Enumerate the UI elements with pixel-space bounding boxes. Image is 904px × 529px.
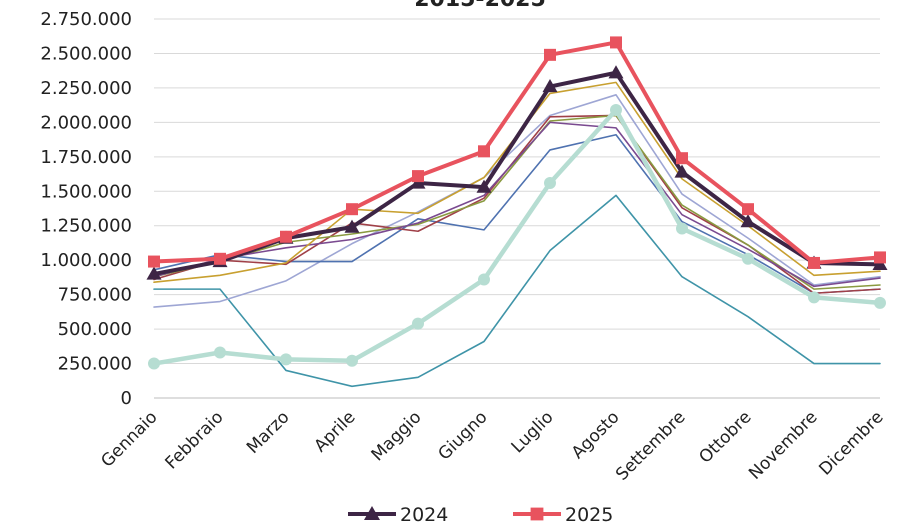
- data-point-marker: [740, 214, 756, 228]
- data-point-marker: [346, 203, 358, 216]
- data-point-marker: [608, 65, 624, 79]
- y-tick-label: 2.000.000: [40, 112, 132, 133]
- data-point-marker: [544, 177, 556, 190]
- data-point-marker: [874, 296, 886, 309]
- x-tick-label: Novembre: [745, 407, 821, 483]
- data-point-marker: [676, 152, 688, 165]
- y-tick-label: 0: [121, 388, 132, 409]
- data-point-marker: [148, 255, 160, 268]
- data-point-marker: [610, 103, 622, 116]
- data-point-marker: [808, 256, 820, 269]
- y-tick-label: 1.000.000: [40, 250, 132, 271]
- x-tick-label: Ottobre: [695, 407, 755, 467]
- data-point-marker: [364, 506, 380, 520]
- data-point-marker: [478, 273, 490, 286]
- series-line: [151, 107, 883, 366]
- series-2: [153, 94, 881, 308]
- data-point-marker: [280, 230, 292, 243]
- x-tick-label: Luglio: [508, 407, 558, 457]
- data-point-marker: [808, 291, 820, 304]
- series-2025: [148, 36, 886, 269]
- x-tick-label: Settembre: [612, 407, 689, 484]
- y-tick-label: 1.250.000: [40, 216, 132, 237]
- data-point-marker: [412, 170, 424, 183]
- data-point-marker: [742, 252, 754, 265]
- y-tick-label: 2.750.000: [40, 9, 132, 30]
- series-line: [153, 121, 881, 288]
- x-tick-label: Maggio: [368, 407, 426, 465]
- y-tick-label: 2.250.000: [40, 78, 132, 99]
- legend: 2024 2025: [348, 504, 613, 526]
- series-lines: [146, 36, 888, 388]
- data-point-marker: [214, 252, 226, 265]
- data-point-marker: [280, 353, 292, 366]
- x-tick-label: Giugno: [435, 407, 492, 464]
- data-point-marker: [346, 354, 358, 367]
- chart-title: 2015-2025: [414, 0, 546, 12]
- data-point-marker: [742, 203, 754, 216]
- series-8: [148, 103, 886, 370]
- data-point-marker: [146, 266, 162, 280]
- legend-label: 2024: [400, 504, 448, 525]
- data-point-marker: [344, 219, 360, 233]
- x-tick-label: Aprile: [311, 407, 360, 456]
- x-tick-label: Marzo: [243, 407, 293, 457]
- y-axis-ticks: 0 250.000 500.000 750.000 1.000.000 1.250.000…: [40, 9, 132, 409]
- legend-entry-2025: 2025: [513, 504, 613, 526]
- y-tick-label: 2.500.000: [40, 43, 132, 64]
- data-point-marker: [478, 145, 490, 158]
- data-point-marker: [476, 179, 492, 193]
- grid-lines: [154, 18, 880, 399]
- data-point-marker: [676, 222, 688, 235]
- y-tick-label: 1.500.000: [40, 181, 132, 202]
- series-line: [152, 40, 882, 265]
- series-6: [153, 121, 881, 288]
- series-3: [153, 133, 881, 295]
- y-tick-label: 500.000: [58, 319, 132, 340]
- series-line: [153, 94, 881, 308]
- x-axis-ticks: Gennaio Febbraio Marzo Aprile Maggio Giugno Lu…: [97, 407, 887, 484]
- data-point-marker: [544, 48, 556, 61]
- data-point-marker: [214, 346, 226, 359]
- y-tick-label: 1.750.000: [40, 147, 132, 168]
- x-tick-label: Dicembre: [815, 407, 887, 479]
- data-point-marker: [610, 36, 622, 49]
- data-point-marker: [412, 317, 424, 330]
- data-point-marker: [674, 164, 690, 178]
- legend-label: 2025: [565, 504, 613, 525]
- series-line: [153, 114, 881, 290]
- x-tick-label: Agosto: [568, 407, 624, 463]
- y-tick-label: 250.000: [58, 354, 132, 375]
- data-point-marker: [530, 507, 544, 521]
- x-tick-label: Gennaio: [97, 407, 161, 471]
- x-tick-label: Febbraio: [161, 407, 227, 473]
- y-tick-label: 750.000: [58, 285, 132, 306]
- legend-entry-2024: 2024: [348, 504, 448, 526]
- data-point-marker: [874, 251, 886, 264]
- data-point-marker: [148, 357, 160, 370]
- series-line: [153, 133, 881, 295]
- data-point-marker: [542, 79, 558, 93]
- series-5: [153, 114, 881, 290]
